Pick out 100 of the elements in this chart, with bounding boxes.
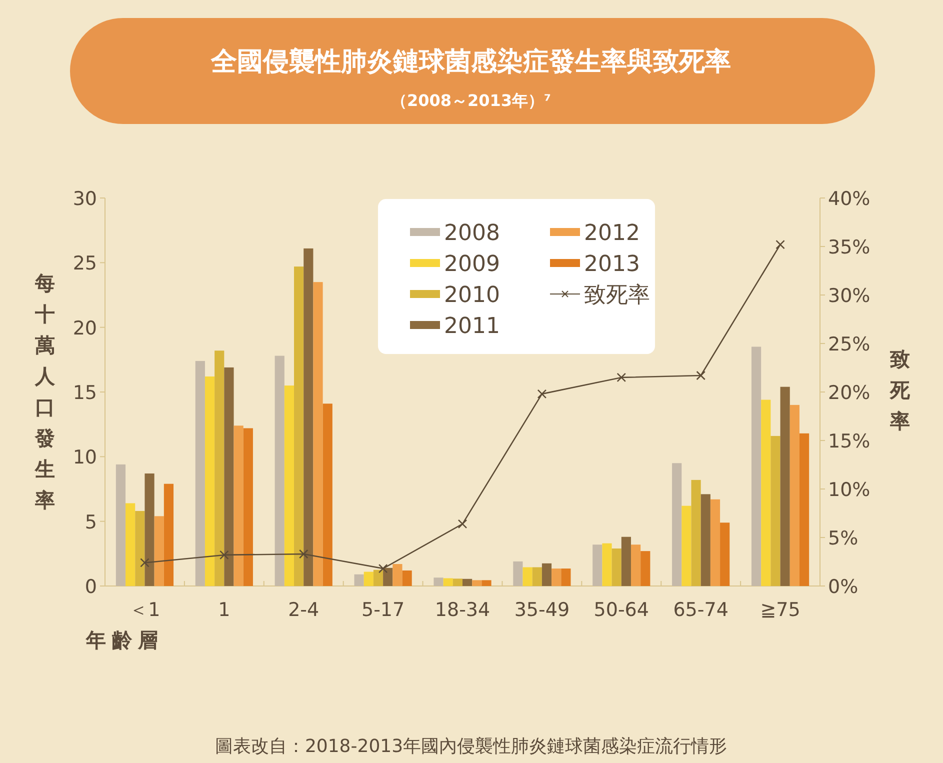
point: [537, 389, 547, 399]
y-tick-label: 10: [72, 446, 97, 469]
bar: [612, 548, 622, 586]
bar: [284, 386, 294, 586]
bar: [462, 578, 472, 586]
y2-axis-title: 致死率: [889, 347, 911, 433]
y-tick-label: 15: [72, 382, 97, 404]
y2-tick-label: 10%: [828, 479, 870, 501]
bar: [443, 578, 453, 586]
point: [616, 372, 626, 382]
bar: [700, 494, 710, 586]
bar: [640, 551, 650, 586]
bar: [313, 282, 323, 586]
legend-label: 2009: [444, 252, 500, 277]
point: [696, 370, 706, 380]
bar: [482, 580, 492, 586]
bar: [682, 506, 692, 586]
bar: [154, 516, 164, 586]
bar: [799, 433, 810, 586]
bar: [691, 480, 701, 586]
y-tick-label: 5: [84, 511, 97, 534]
bar: [234, 426, 244, 586]
bar: [383, 568, 393, 586]
text: 圖表改自：2018-2013年國內侵襲性肺炎鏈球菌感染症流行情形: [214, 736, 728, 757]
bar: [243, 428, 253, 586]
point: [140, 558, 150, 568]
bar: [452, 578, 462, 586]
legend-label: 2011: [444, 314, 500, 339]
y2-tick-label: 35%: [828, 236, 870, 258]
chart-subtitle: （2008～2013年）⁷: [390, 91, 552, 110]
bar: [761, 400, 771, 586]
x-tick-label: 65-74: [673, 599, 728, 621]
x-axis-title: 年齡層: [85, 628, 164, 652]
y2-tick-label: 30%: [828, 285, 870, 307]
bar: [364, 572, 374, 586]
y-axis-title: 每十萬人口發生率: [34, 271, 56, 512]
bar: [116, 464, 126, 586]
point: [220, 550, 229, 560]
legend-label: 2012: [584, 221, 640, 246]
bar: [214, 350, 224, 586]
bar: [224, 367, 234, 586]
y2-tick-label: 15%: [828, 430, 870, 452]
legend-label: 致死率: [584, 283, 650, 308]
bar: [354, 574, 364, 586]
point: [776, 240, 785, 250]
bar: [522, 567, 532, 586]
point: [378, 564, 388, 574]
bar: [592, 544, 602, 586]
x-tick-label: 1: [218, 599, 230, 621]
bar: [135, 510, 145, 586]
y2-tick-label: 20%: [828, 382, 870, 404]
bar: [322, 404, 332, 586]
legend-label: 2010: [444, 283, 500, 308]
bar: [532, 567, 542, 586]
bar: [552, 568, 562, 586]
bar: [304, 248, 314, 586]
legend-label: 2013: [584, 252, 640, 277]
y2-tick-label: 5%: [828, 528, 858, 550]
bar: [294, 266, 304, 586]
bar: [561, 568, 571, 586]
y-tick-label: 30: [72, 188, 97, 210]
x-tick-label: 50-64: [594, 599, 649, 621]
bar: [373, 570, 384, 586]
bar: [780, 386, 790, 586]
bar: [392, 564, 402, 586]
x-tick-label: ＜1: [129, 599, 160, 621]
y2-tick-label: 40%: [828, 188, 870, 210]
point: [458, 519, 468, 529]
bar: [751, 346, 762, 586]
bar: [195, 360, 205, 586]
bar: [630, 544, 641, 586]
x-tick-label: 2-4: [288, 599, 320, 621]
bar: [621, 536, 631, 586]
bar: [710, 499, 720, 586]
bar: [513, 561, 523, 586]
bar: [274, 356, 284, 586]
y-tick-label: 25: [72, 252, 97, 275]
point: [298, 549, 308, 559]
bar: [434, 578, 444, 586]
y2-tick-label: 25%: [828, 334, 870, 356]
bar: [602, 543, 612, 586]
x-tick-label: 18-34: [434, 599, 490, 621]
bar: [790, 404, 800, 586]
x-tick-label: 35-49: [514, 599, 570, 621]
x-tick-label: ≧75: [760, 599, 800, 621]
legend-label: 2008: [444, 221, 500, 246]
bar: [720, 522, 730, 586]
bar: [144, 473, 154, 586]
bar: [204, 376, 215, 586]
bar: [672, 463, 682, 586]
bar: [402, 570, 412, 586]
y-tick-label: 0: [84, 576, 97, 598]
bar: [770, 436, 780, 586]
y2-tick-label: 0%: [828, 576, 858, 598]
bar: [164, 484, 174, 586]
y-tick-label: 20: [72, 317, 97, 340]
bar: [472, 580, 482, 586]
chart-title: 全國侵襲性肺炎鏈球菌感染症發生率與致死率: [210, 47, 731, 77]
bar: [126, 503, 136, 586]
bar: [542, 563, 552, 586]
